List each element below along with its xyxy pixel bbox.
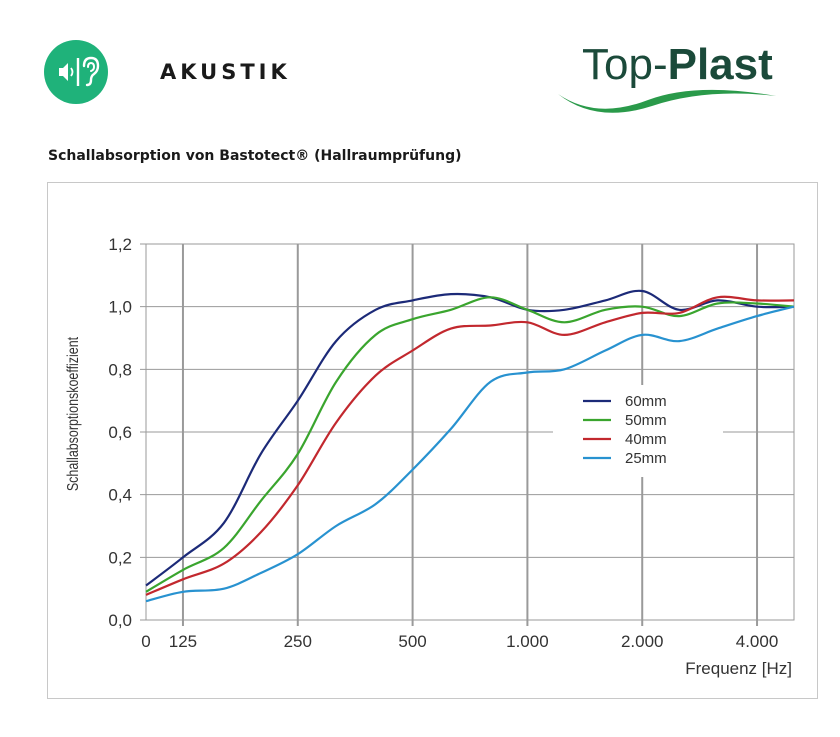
x-tick-label: 4.000 (736, 632, 779, 651)
speaker-ear-icon (44, 40, 108, 104)
x-tick-label: 125 (169, 632, 197, 651)
logo-text-top: Top- (582, 40, 668, 89)
x-origin-label: 0 (141, 632, 150, 651)
legend-label: 25mm (625, 450, 667, 467)
chart-frame: 0,0 0,2 0,4 0,6 0,8 1,0 1,2 125 250 500 1.000 2.000… (47, 182, 818, 699)
chart-heading: Schallabsorption von Bastotect® (Hallrau… (48, 148, 462, 164)
x-tick-label: 250 (284, 632, 312, 651)
x-tick-label: 1.000 (506, 632, 549, 651)
series-line-25mm (145, 305, 795, 603)
legend-label: 40mm (625, 431, 667, 448)
absorption-chart: 0,0 0,2 0,4 0,6 0,8 1,0 1,2 125 250 500 1.000 2.000… (65, 235, 795, 678)
y-tick-label: 0,8 (108, 360, 132, 379)
section-title: AKUSTIK (160, 60, 291, 84)
legend-label: 60mm (625, 393, 667, 410)
x-tick-label: 500 (398, 632, 426, 651)
series-line-50mm (145, 296, 795, 593)
logo-text-plast: Plast (667, 40, 773, 89)
legend-label: 50mm (625, 412, 667, 429)
y-tick-label: 0,4 (108, 486, 132, 505)
y-axis-label: Schallabsorptionskoeffizient (65, 337, 83, 491)
top-plast-logo: Top-Plast (556, 38, 814, 118)
x-tick-label: 2.000 (621, 632, 664, 651)
x-axis-label: Frequenz [Hz] (685, 659, 792, 678)
y-tick-label: 0,0 (108, 611, 132, 630)
legend-box (553, 385, 723, 477)
series-line-60mm (145, 289, 795, 587)
series-line-40mm (145, 295, 795, 596)
y-tick-label: 0,2 (108, 548, 132, 567)
y-tick-label: 1,0 (108, 298, 132, 317)
y-tick-label: 1,2 (108, 235, 132, 254)
page-header: AKUSTIK Top-Plast (0, 0, 840, 130)
y-tick-label: 0,6 (108, 423, 132, 442)
logo-wordmark: Top-Plast (582, 40, 773, 90)
